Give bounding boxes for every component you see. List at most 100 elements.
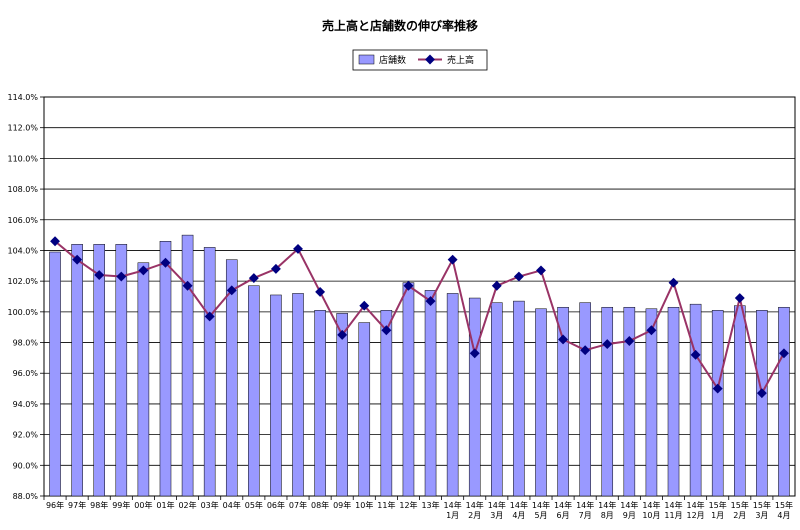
point-sales [381,325,392,336]
bar-stores [424,290,437,497]
bar-stores [756,310,768,497]
point-sales [690,349,701,360]
x-tick-label: 2月 [468,511,481,520]
bar-stores [402,282,415,497]
x-tick-label: 14年 [598,500,616,510]
x-tick-label: 00年 [134,500,152,510]
bar-stores [93,244,105,497]
x-tick-label: 14年 [444,500,462,510]
x-tick-label: 2月 [733,511,746,520]
y-tick-label: 112.0% [7,124,38,133]
point-sales [359,300,370,311]
x-tick-label: 15年 [775,500,793,510]
x-tick-label: 03年 [201,500,219,510]
y-tick-label: 88.0% [13,492,39,501]
y-tick-label: 96.0% [13,369,39,378]
bar-stores [137,262,150,497]
x-tick-label: 14年 [642,500,660,510]
line-sales [54,240,785,396]
x-tick-label: 02年 [178,500,196,510]
bar-stores [292,293,304,497]
point-sales [160,257,171,268]
bar-stores [711,310,724,497]
point-sales [536,265,546,276]
point-sales [491,280,502,291]
bar-stores [380,310,393,497]
point-sales [425,296,436,307]
point-sales [50,236,60,247]
y-tick-label: 114.0% [7,93,38,102]
x-tick-label: 12年 [399,500,417,510]
x-tick-label: 3月 [490,511,503,520]
bar-stores [645,308,658,497]
plot-frame [43,96,796,497]
x-tick-label: 13年 [421,500,439,510]
point-sales [734,293,745,303]
x-tick-label: 6月 [557,511,570,520]
point-sales [558,334,569,345]
plot-area: 88.0% 90.0% 92.0% 94.0% 96.0% 98.0% 100.0% 102.… [7,93,796,520]
x-tick-label: 14年 [554,500,572,510]
y-axis-ticks: 88.0% 90.0% 92.0% 94.0% 96.0% 98.0% 100.0% 102.… [7,93,44,501]
x-tick-label: 08年 [311,500,329,510]
x-tick-label: 15年 [753,500,771,510]
point-sales [447,254,458,265]
legend: 店舗数 売上高 [352,49,488,71]
x-tick-label: 11年 [377,500,395,510]
point-sales [204,311,215,322]
bar-stores [203,247,216,497]
bar-stores [667,306,680,497]
bar-stores [491,302,503,497]
x-tick-label: 8月 [601,511,614,520]
point-sales [226,285,237,296]
bar-stores [601,306,614,497]
bar-stores [778,306,790,497]
x-tick-label: 07年 [289,500,307,510]
x-tick-label: 15年 [709,500,727,510]
point-sales [248,273,259,284]
bar-stores [181,234,194,497]
bar-stores [579,302,591,497]
x-tick-label: 11月 [664,511,682,520]
point-sales [712,383,723,394]
line-series-sales [50,236,789,399]
point-sales [270,263,281,274]
x-tick-label: 14年 [488,500,506,510]
y-tick-label: 92.0% [13,431,39,440]
bar-stores [557,306,569,497]
x-tick-label: 97年 [68,500,86,510]
y-tick-label: 100.0% [7,308,38,317]
bar-stores [49,251,61,497]
x-tick-label: 04年 [223,500,241,510]
x-tick-label: 14年 [532,500,550,510]
bar-stores [270,294,282,497]
x-tick-label: 99年 [112,500,130,510]
bar-stores [159,241,172,497]
x-tick-label: 06年 [267,500,285,510]
y-tick-label: 94.0% [13,400,39,409]
y-tick-label: 110.0% [7,154,38,163]
bar-stores [248,285,260,497]
x-tick-label: 7月 [579,511,592,520]
point-sales [602,339,613,350]
legend-label-stores: 店舗数 [379,54,406,66]
bar-stores [115,244,128,497]
point-sales [337,329,348,340]
x-tick-label: 9月 [623,511,636,520]
point-sales [469,348,480,359]
point-sales [646,325,657,336]
bar-stores [314,310,326,497]
x-tick-label: 1月 [711,511,724,520]
bar-stores [446,293,459,497]
x-tick-label: 1月 [446,511,459,520]
point-sales [315,286,326,297]
bar-stores [225,259,238,497]
point-sales [624,336,635,346]
bar-stores [689,303,702,497]
x-tick-label: 5月 [534,511,547,520]
y-tick-label: 98.0% [13,339,39,348]
x-tick-label: 3月 [755,511,768,520]
legend-label-sales: 売上高 [447,54,474,66]
x-tick-label: 96年 [46,500,64,510]
x-tick-label: 14年 [664,500,682,510]
